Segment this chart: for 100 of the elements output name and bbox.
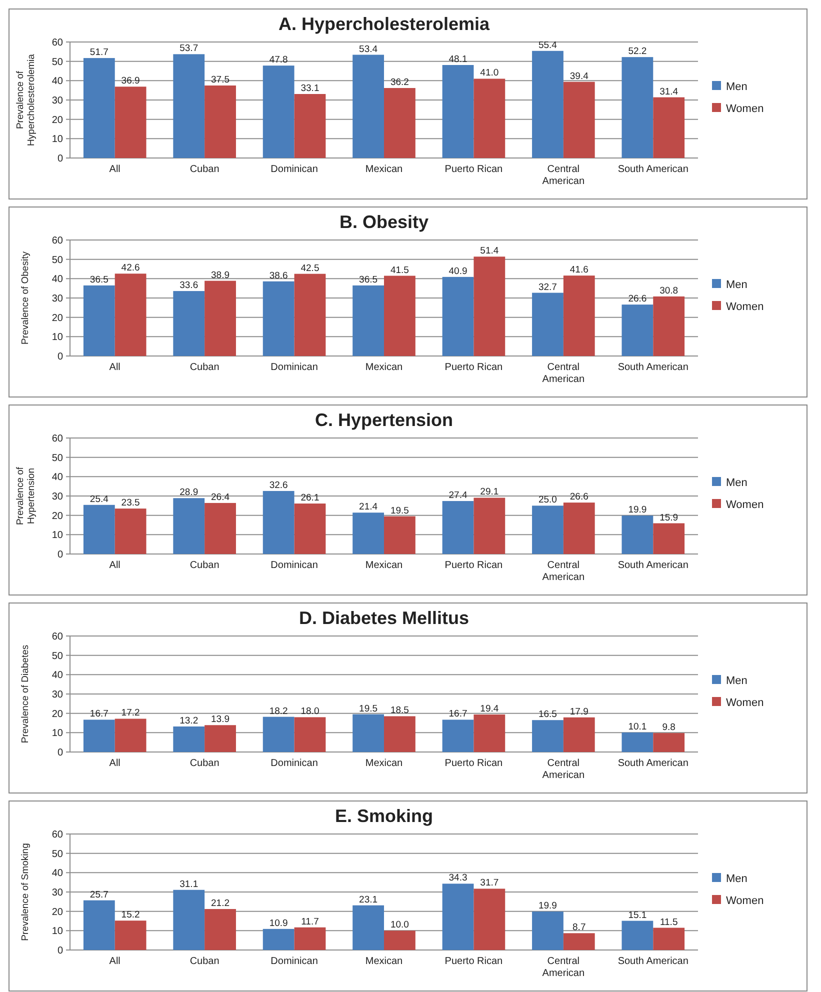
y-axis-title: Prevalence of Hypercholesterolemia bbox=[15, 53, 37, 146]
bar bbox=[352, 54, 384, 158]
bar bbox=[262, 928, 294, 950]
x-tick-label: All bbox=[109, 956, 120, 967]
y-tick-label: 60 bbox=[52, 434, 64, 444]
y-axis-title: Prevalence of Hypertension bbox=[15, 466, 37, 526]
x-tick-label: Puerto Rican bbox=[444, 164, 503, 175]
bar bbox=[622, 732, 654, 752]
bar bbox=[563, 502, 595, 554]
x-tick-label: Dominican bbox=[270, 758, 318, 769]
y-axis-title: Prevalence of Smoking bbox=[20, 843, 31, 941]
bar bbox=[173, 498, 205, 554]
y-tick-label: 20 bbox=[52, 510, 64, 522]
bar bbox=[384, 516, 416, 554]
x-tick-label: Cuban bbox=[190, 956, 220, 967]
y-tick-label: 40 bbox=[52, 670, 64, 682]
bar bbox=[442, 65, 474, 158]
x-tick-label: All bbox=[109, 362, 120, 373]
y-tick-label: 30 bbox=[52, 294, 64, 304]
x-tick-label: Cuban bbox=[190, 362, 220, 373]
y-tick-label: 50 bbox=[52, 848, 64, 860]
chart-title: A. Hypercholesterolemia bbox=[278, 14, 491, 34]
legend-label: Men bbox=[726, 278, 748, 291]
bar bbox=[474, 888, 506, 950]
data-label: 11.5 bbox=[660, 916, 678, 928]
x-tick-label: South American bbox=[618, 362, 688, 373]
y-tick-label: 30 bbox=[52, 96, 64, 106]
y-tick-label: 10 bbox=[52, 134, 64, 146]
bar bbox=[294, 504, 326, 554]
data-label: 21.4 bbox=[359, 502, 378, 513]
y-tick-label: 30 bbox=[52, 888, 64, 898]
data-label: 15.1 bbox=[628, 910, 647, 921]
data-label: 10.9 bbox=[269, 918, 288, 929]
x-tick-label: Mexican bbox=[365, 164, 403, 175]
bar bbox=[563, 82, 595, 158]
y-tick-label: 20 bbox=[52, 708, 64, 720]
bar bbox=[352, 714, 384, 752]
bar bbox=[622, 57, 654, 158]
y-tick-label: 60 bbox=[52, 236, 64, 246]
x-tick-label: Mexican bbox=[365, 956, 403, 967]
bar bbox=[384, 930, 416, 950]
x-tick-label: Central American bbox=[542, 956, 585, 979]
bar bbox=[352, 512, 384, 554]
data-label: 16.7 bbox=[448, 708, 468, 720]
bar bbox=[563, 276, 595, 356]
data-label: 13.2 bbox=[180, 715, 198, 726]
bar bbox=[622, 920, 654, 950]
y-tick-label: 0 bbox=[57, 352, 64, 362]
data-label: 25.7 bbox=[90, 889, 108, 900]
chart-title: B. Obesity bbox=[339, 212, 429, 232]
x-tick-label: All bbox=[109, 560, 120, 571]
y-tick-label: 10 bbox=[52, 926, 64, 938]
bar bbox=[474, 78, 506, 158]
bar bbox=[204, 280, 236, 356]
bar bbox=[532, 912, 564, 950]
bar bbox=[474, 714, 506, 752]
data-label: 19.5 bbox=[390, 505, 409, 516]
bar bbox=[173, 291, 205, 356]
legend-label: Women bbox=[726, 696, 764, 709]
bar bbox=[204, 909, 236, 950]
bar bbox=[532, 720, 564, 752]
data-label: 17.2 bbox=[121, 708, 140, 719]
x-tick-label: South American bbox=[618, 956, 688, 967]
bar bbox=[83, 285, 115, 356]
data-label: 31.1 bbox=[180, 878, 198, 890]
y-tick-label: 10 bbox=[52, 332, 64, 344]
y-tick-label: 40 bbox=[52, 868, 64, 880]
y-tick-label: 20 bbox=[52, 906, 64, 918]
data-label: 21.2 bbox=[211, 898, 230, 910]
data-label: 33.1 bbox=[300, 83, 320, 94]
x-tick-label: Central American bbox=[542, 164, 585, 187]
y-axis-title: Prevalence of Diabetes bbox=[20, 644, 31, 744]
x-tick-label: All bbox=[109, 164, 120, 175]
data-label: 51.7 bbox=[90, 47, 108, 58]
bar bbox=[114, 920, 146, 950]
x-tick-label: Puerto Rican bbox=[444, 956, 503, 967]
data-label: 26.6 bbox=[570, 492, 588, 503]
bar bbox=[262, 66, 294, 158]
x-tick-label: Cuban bbox=[190, 758, 220, 769]
x-tick-label: Cuban bbox=[190, 560, 220, 571]
data-label: 27.4 bbox=[448, 490, 468, 502]
data-label: 26.1 bbox=[300, 492, 320, 504]
data-label: 23.1 bbox=[359, 894, 378, 906]
bar bbox=[653, 928, 685, 950]
x-tick-label: Puerto Rican bbox=[444, 560, 503, 571]
bar bbox=[653, 733, 685, 752]
y-tick-label: 60 bbox=[52, 632, 64, 642]
data-label: 40.9 bbox=[448, 266, 468, 277]
y-tick-label: 30 bbox=[52, 690, 64, 700]
bar bbox=[622, 304, 654, 356]
y-tick-label: 20 bbox=[52, 114, 64, 126]
data-label: 9.8 bbox=[662, 722, 676, 734]
data-label: 23.5 bbox=[121, 498, 140, 509]
data-label: 39.4 bbox=[570, 70, 588, 82]
data-label: 52.2 bbox=[628, 46, 647, 58]
x-tick-label: Central American bbox=[542, 362, 585, 385]
data-label: 41.0 bbox=[480, 68, 499, 79]
y-tick-label: 0 bbox=[57, 748, 64, 758]
bar bbox=[384, 88, 416, 158]
x-tick-label: Dominican bbox=[270, 560, 318, 571]
